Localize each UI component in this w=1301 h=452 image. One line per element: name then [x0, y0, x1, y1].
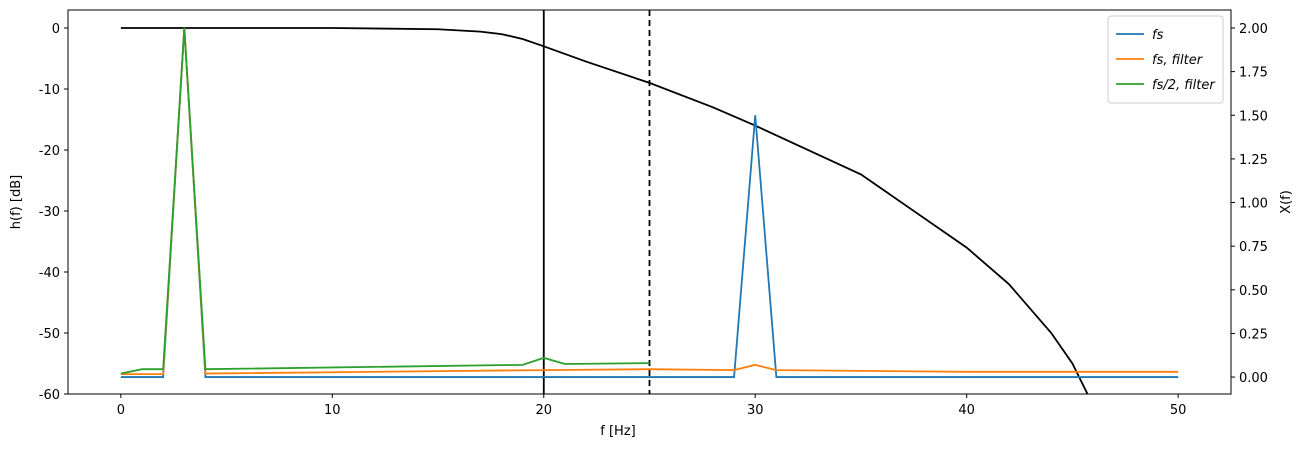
y2-tick-label: 2.00 — [1239, 22, 1268, 37]
y-tick-label: -40 — [39, 266, 60, 281]
legend-label: fs, filter — [1152, 53, 1204, 68]
y-tick-label: -60 — [39, 388, 60, 403]
x-tick-label: 10 — [324, 403, 341, 418]
y2-tick-label: 1.00 — [1239, 197, 1268, 212]
series-line — [120, 27, 650, 375]
legend-label: fs/2, filter — [1152, 78, 1216, 93]
x-axis-label: f [Hz] — [600, 424, 635, 439]
y2-tick-label: 0.75 — [1239, 240, 1268, 255]
y-tick-label: 0 — [52, 22, 60, 37]
y2-tick-label: 0.25 — [1239, 327, 1268, 342]
y2-tick-label: 0.50 — [1239, 284, 1268, 299]
legend-box — [1107, 15, 1224, 104]
x-tick-label: 30 — [747, 403, 764, 418]
y-axis-label: h(f) [dB] — [9, 175, 24, 229]
series-line — [120, 27, 1089, 394]
x-tick-label: 50 — [1170, 403, 1187, 418]
y2-tick-label: 1.50 — [1239, 109, 1268, 124]
x-tick-label: 40 — [958, 403, 975, 418]
legend-label: fs — [1152, 28, 1164, 43]
y2-tick-label: 0.00 — [1239, 371, 1268, 386]
y2-tick-label: 1.75 — [1239, 66, 1268, 81]
y-tick-label: -10 — [39, 83, 60, 98]
y-tick-label: -30 — [39, 205, 60, 220]
y-tick-label: -20 — [39, 144, 60, 159]
y-tick-label: -50 — [39, 327, 60, 342]
plot-frame — [67, 9, 1232, 395]
x-tick-label: 0 — [117, 403, 125, 418]
x-tick-label: 20 — [535, 403, 552, 418]
y2-tick-label: 1.25 — [1239, 153, 1268, 168]
y2-axis-label: X(f) — [1279, 190, 1294, 214]
plot-area — [120, 10, 1179, 394]
